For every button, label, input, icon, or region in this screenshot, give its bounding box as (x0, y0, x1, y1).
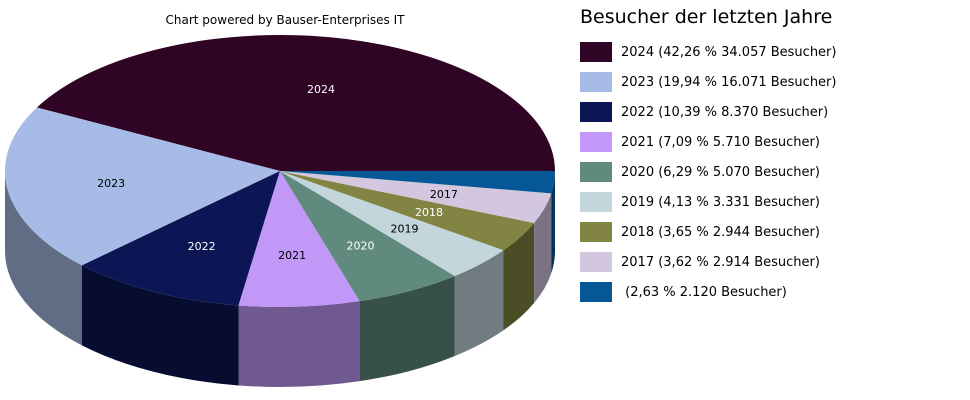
legend-label: 2020 (6,29 % 5.070 Besucher) (621, 164, 820, 180)
chart-title: Besucher der letzten Jahre (580, 6, 833, 28)
pie-side-2018 (503, 223, 535, 331)
legend-swatch (580, 132, 612, 152)
pie-slice-2019 (280, 171, 504, 276)
pie-slice-labels: 2024 2023 2022 2021 2020 2019 2018 2017 (97, 83, 458, 262)
pie-slice-2017 (280, 171, 552, 224)
legend-label: 2022 (10,39 % 8.370 Besucher) (621, 104, 829, 120)
legend-item: 2021 (7,09 % 5.710 Besucher) (580, 127, 965, 157)
legend-swatch (580, 222, 612, 242)
legend-items: 2024 (42,26 % 34.057 Besucher) 2023 (19,9… (580, 37, 965, 307)
legend-swatch (580, 252, 612, 272)
pie-3d-sides (5, 171, 555, 387)
legend-label: 2024 (42,26 % 34.057 Besucher) (621, 44, 837, 60)
pie-slice-2023 (4, 107, 280, 266)
pie-side-rest (551, 171, 555, 274)
legend-item: 2018 (3,65 % 2.944 Besucher) (580, 217, 965, 247)
legend-swatch (580, 102, 612, 122)
pie-label-2022: 2022 (188, 240, 216, 253)
pie-side-2017 (534, 193, 552, 304)
pie-label-2021: 2021 (278, 249, 306, 262)
pie-side-2021 (238, 301, 360, 387)
pie-label-2019: 2019 (391, 223, 419, 236)
legend-label: 2023 (19,94 % 16.071 Besucher) (621, 74, 837, 90)
pie-side-2022 (81, 265, 239, 386)
legend-item: 2020 (6,29 % 5.070 Besucher) (580, 157, 965, 187)
legend-label: 2018 (3,65 % 2.944 Besucher) (621, 224, 820, 240)
chart-legend: Besucher der letzten Jahre 2024 (42,26 %… (580, 6, 965, 307)
pie-label-2024: 2024 (307, 83, 335, 96)
legend-swatch (580, 192, 612, 212)
legend-swatch (580, 42, 612, 62)
legend-label: (2,63 % 2.120 Besucher) (621, 284, 787, 300)
pie-slice-2022 (81, 171, 280, 306)
legend-item: 2023 (19,94 % 16.071 Besucher) (580, 67, 965, 97)
legend-swatch (580, 72, 612, 92)
legend-label: 2019 (4,13 % 3.331 Besucher) (621, 194, 820, 210)
legend-item: 2019 (4,13 % 3.331 Besucher) (580, 187, 965, 217)
pie-label-2023: 2023 (97, 177, 125, 190)
legend-item: (2,63 % 2.120 Besucher) (580, 277, 965, 307)
pie-slice-2020 (280, 171, 455, 302)
pie-side-2019 (454, 250, 504, 356)
pie-label-2017: 2017 (430, 188, 458, 201)
pie-slice-2018 (280, 171, 535, 251)
pie-label-2018: 2018 (415, 206, 443, 219)
legend-item: 2024 (42,26 % 34.057 Besucher) (580, 37, 965, 67)
legend-item: 2017 (3,62 % 2.914 Besucher) (580, 247, 965, 277)
pie-side-2020 (359, 275, 455, 382)
pie-slice-rest (280, 171, 555, 194)
pie-slice-2024 (36, 34, 556, 171)
chart-credit: Chart powered by Bauser-Enterprises IT (166, 13, 406, 27)
pie-label-2020: 2020 (346, 239, 374, 252)
legend-item: 2022 (10,39 % 8.370 Besucher) (580, 97, 965, 127)
pie-side-2023 (5, 171, 82, 346)
pie-top-surface (4, 34, 556, 307)
pie-slice-2021 (238, 171, 360, 307)
legend-label: 2021 (7,09 % 5.710 Besucher) (621, 134, 820, 150)
legend-label: 2017 (3,62 % 2.914 Besucher) (621, 254, 820, 270)
legend-swatch (580, 282, 612, 302)
legend-swatch (580, 162, 612, 182)
